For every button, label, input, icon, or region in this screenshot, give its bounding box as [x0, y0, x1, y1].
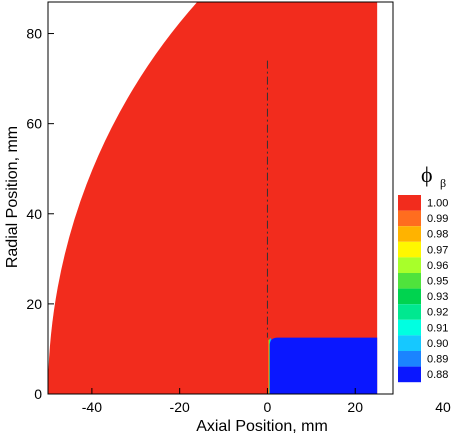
y-axis: 0 20 40 60 80 — [26, 26, 54, 402]
legend-swatches: 1.00 0.99 0.98 0.97 0.96 0.95 0.93 0.92 0.91 0.90… — [398, 195, 448, 383]
legend-label: 0.93 — [427, 291, 448, 303]
y-tick-label: 60 — [26, 116, 42, 132]
legend-label: 1.00 — [427, 198, 448, 210]
legend-swatch-0.91 — [398, 319, 421, 336]
legend-label: 0.90 — [427, 338, 448, 350]
legend-swatch-0.88 — [398, 366, 421, 383]
y-tick-label: 20 — [26, 296, 42, 312]
legend-label: 0.96 — [427, 260, 448, 272]
domain-fill-region — [48, 2, 378, 394]
y-axis-title: Radial Position, mm — [4, 126, 21, 268]
legend-title: ϕ — [421, 162, 433, 187]
x-tick-label: -20 — [170, 399, 190, 415]
x-tick-label: 40 — [435, 399, 451, 415]
legend-swatch-0.97 — [398, 241, 421, 258]
legend-swatch-0.93 — [398, 288, 421, 305]
legend-swatch-0.89 — [398, 351, 421, 367]
legend-swatch-0.92 — [398, 304, 421, 320]
x-tick-label: 0 — [264, 399, 272, 415]
legend-label: 0.98 — [427, 229, 448, 241]
x-tick-label: 20 — [347, 399, 363, 415]
legend-label: 0.91 — [427, 322, 448, 334]
x-axis-title: Axial Position, mm — [196, 418, 328, 435]
plot-frame — [47, 1, 394, 395]
legend-swatch-1.00 — [398, 195, 421, 211]
y-tick-label: 0 — [34, 386, 42, 402]
plot-area — [48, 2, 378, 394]
legend-label: 0.99 — [427, 213, 448, 225]
legend-label: 0.88 — [427, 369, 448, 381]
low-value-region — [269, 337, 378, 394]
legend-swatch-0.99 — [398, 210, 421, 227]
x-tick-label: -40 — [82, 399, 102, 415]
legend-swatch-0.98 — [398, 226, 421, 242]
legend-label: 0.97 — [427, 244, 448, 256]
x-axis: -40 -20 0 20 40 — [82, 388, 451, 415]
legend-label: 0.95 — [427, 276, 448, 288]
y-tick-label: 80 — [26, 26, 42, 42]
legend-label: 0.92 — [427, 307, 448, 319]
legend: ϕ β 1.00 0.99 0.98 0.97 0.96 0.95 0.93 0.92 0.91… — [398, 162, 448, 383]
legend-swatch-0.90 — [398, 335, 421, 351]
legend-subscript: β — [440, 176, 446, 190]
legend-label: 0.89 — [427, 354, 448, 366]
y-tick-label: 40 — [26, 206, 42, 222]
legend-swatch-0.95 — [398, 273, 421, 289]
legend-swatch-0.96 — [398, 257, 421, 273]
